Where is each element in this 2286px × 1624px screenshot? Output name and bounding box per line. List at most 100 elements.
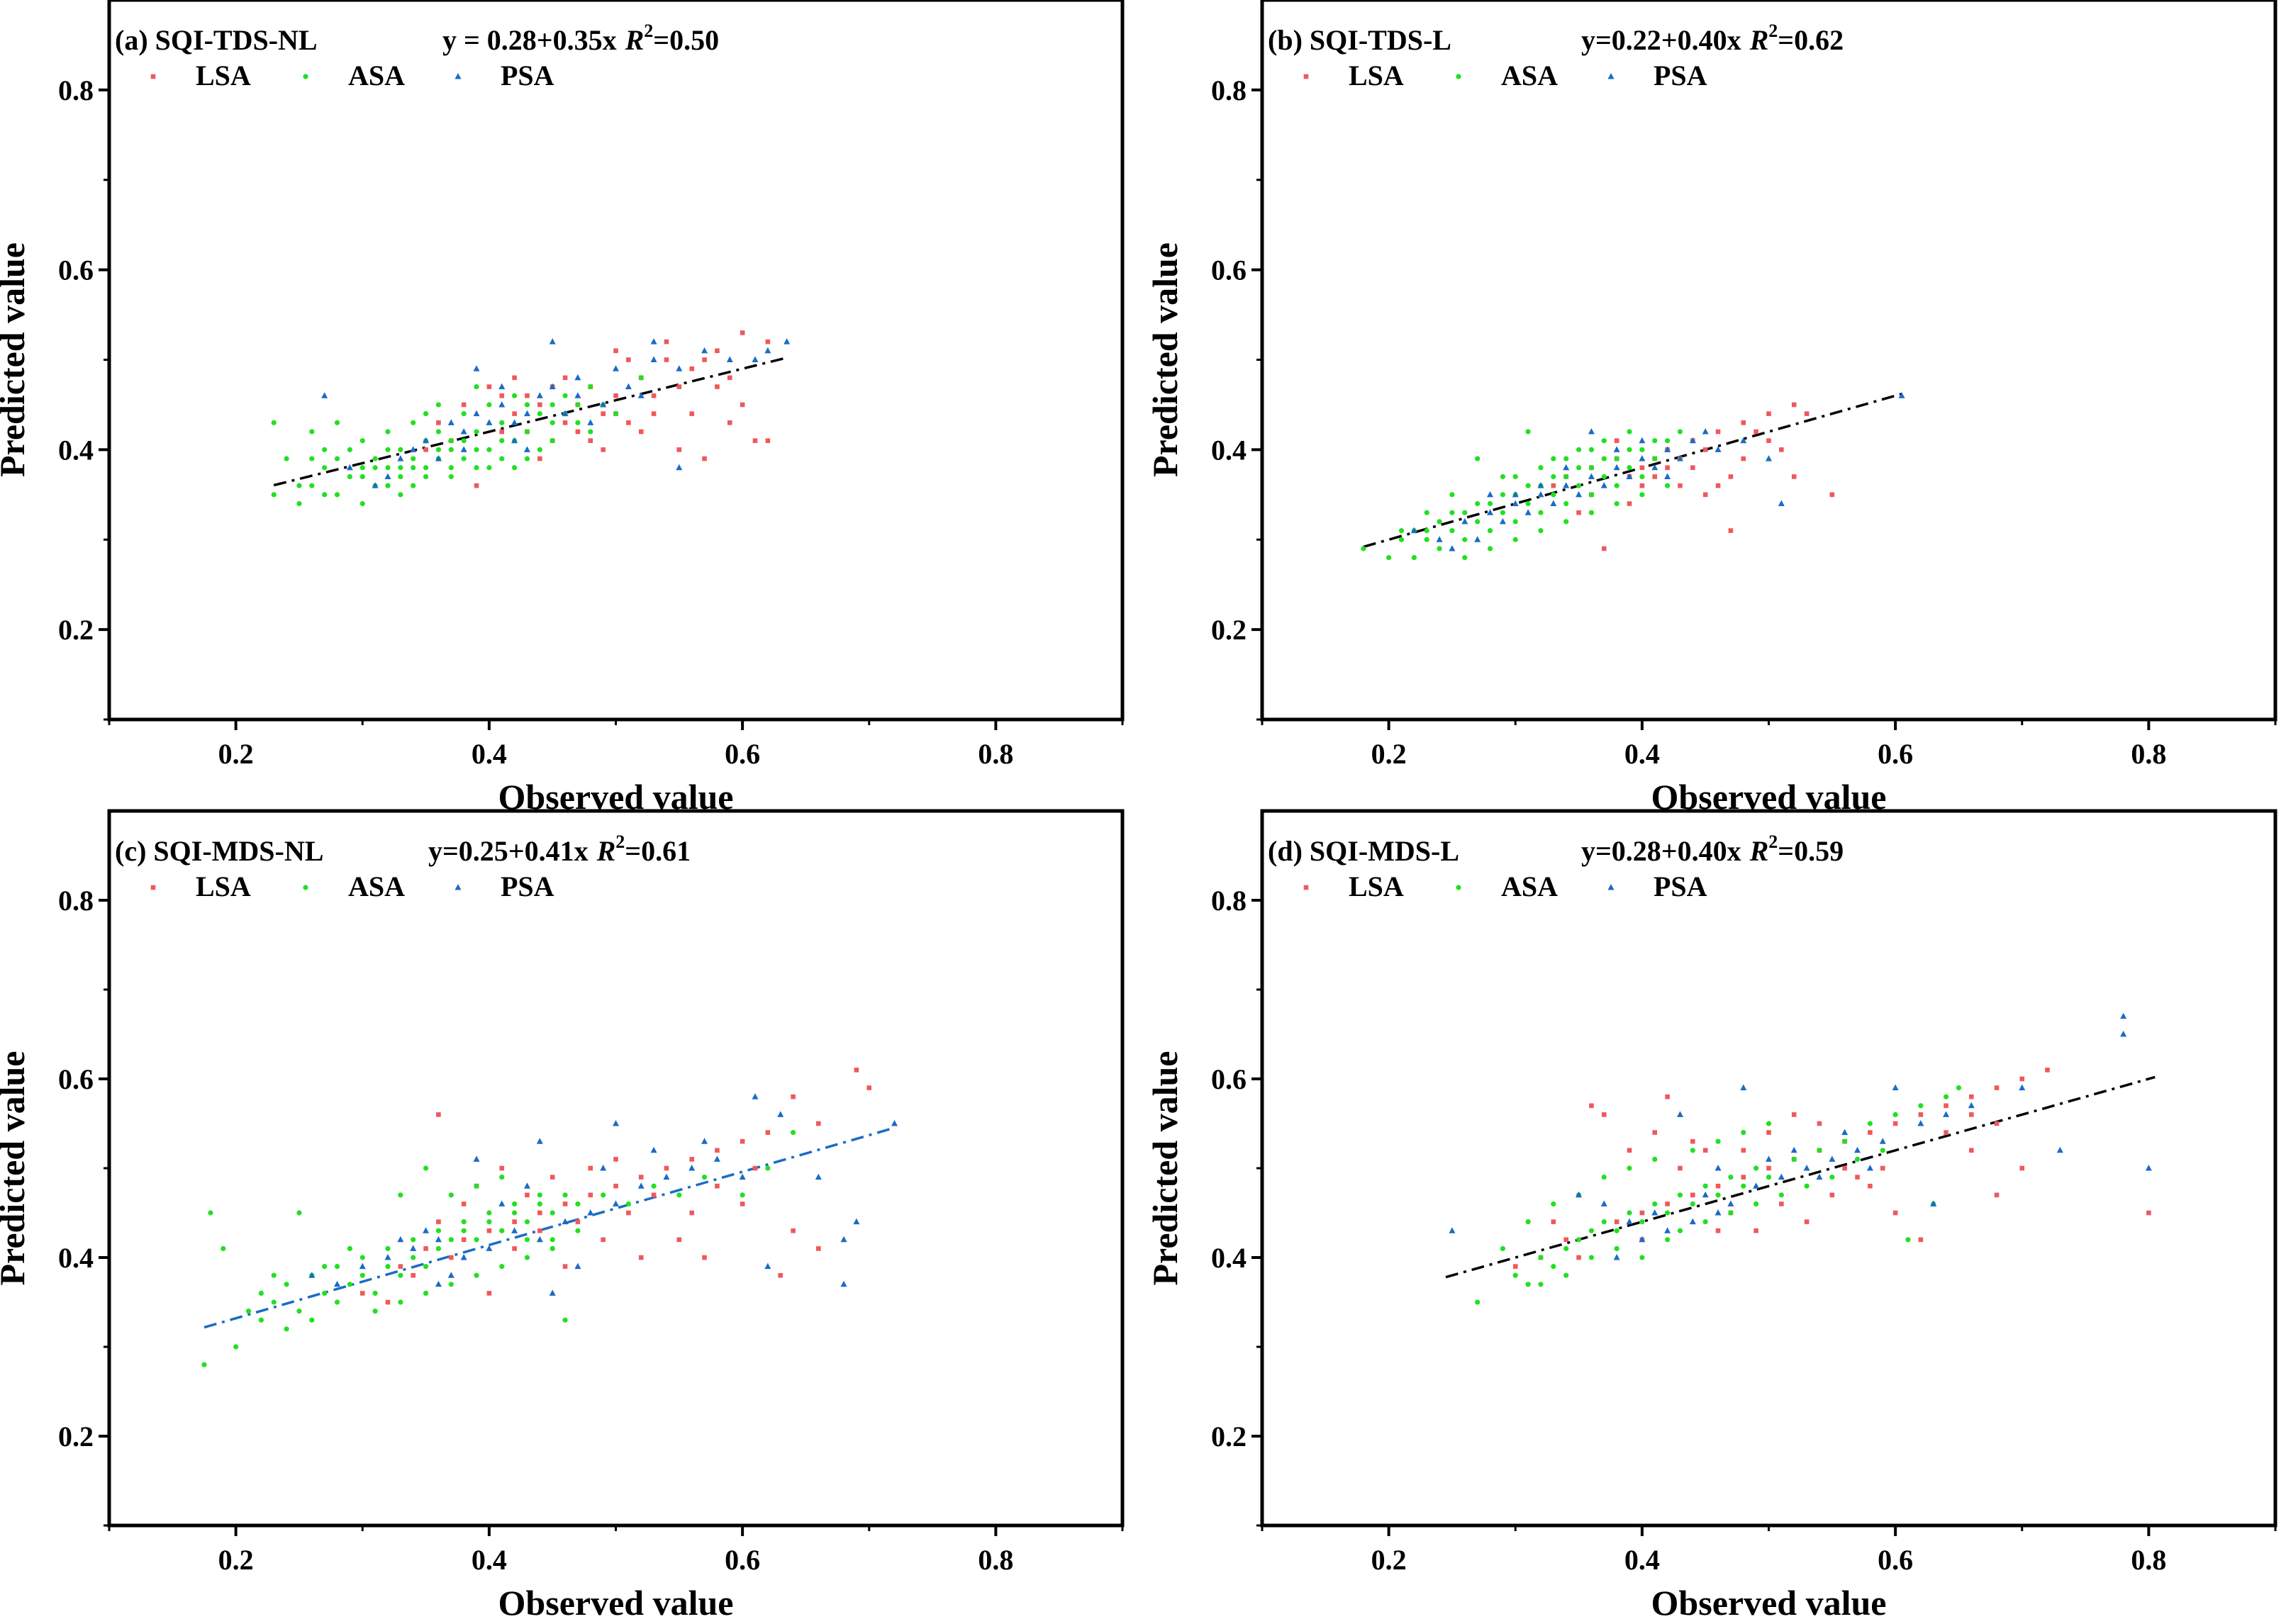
- point-psa: [815, 1173, 822, 1180]
- x-tick-label: 0.4: [1624, 1544, 1660, 1576]
- point-lsa: [689, 366, 694, 371]
- point-asa: [1677, 1192, 1683, 1198]
- point-asa: [411, 483, 416, 488]
- y-tick-label: 0.8: [58, 885, 94, 917]
- point-psa: [1613, 1254, 1620, 1260]
- point-asa: [385, 429, 391, 435]
- point-psa: [1613, 464, 1620, 471]
- point-lsa: [499, 393, 505, 398]
- point-lsa: [1551, 483, 1556, 488]
- point-lsa: [1728, 474, 1734, 479]
- point-psa: [1449, 544, 1456, 551]
- point-asa: [1639, 492, 1645, 498]
- panel-d: 0.2 0.4 0.6 0.8 0.2 0.4 0.6 0.8 Observed value Pr…: [1145, 809, 2277, 1623]
- point-asa: [1588, 492, 1595, 498]
- point-asa: [1715, 1138, 1721, 1144]
- point-asa: [537, 411, 542, 417]
- point-asa: [588, 383, 593, 390]
- point-lsa: [740, 1202, 745, 1206]
- point-asa: [398, 492, 403, 498]
- point-psa: [701, 1138, 708, 1144]
- point-lsa: [1702, 447, 1708, 452]
- point-asa: [448, 1192, 454, 1198]
- point-asa: [359, 1255, 365, 1260]
- point-asa: [1778, 1192, 1784, 1198]
- point-psa: [764, 347, 771, 354]
- point-asa: [284, 1326, 289, 1332]
- point-asa: [221, 1245, 226, 1251]
- point-lsa: [1678, 483, 1683, 488]
- point-lsa: [1918, 1237, 1924, 1243]
- point-lsa: [1614, 438, 1619, 443]
- point-lsa: [676, 447, 682, 452]
- point-lsa: [676, 384, 682, 389]
- point-asa: [411, 1237, 416, 1243]
- point-lsa: [499, 429, 505, 435]
- point-asa: [1475, 456, 1481, 461]
- point-asa: [359, 500, 365, 507]
- point-lsa: [702, 456, 707, 461]
- point-asa: [638, 375, 644, 381]
- point-psa: [359, 1262, 366, 1270]
- x-tick-label: 0.4: [472, 1544, 507, 1576]
- legend-marker-asa: [1456, 885, 1461, 890]
- point-asa: [1551, 474, 1556, 480]
- point-lsa: [727, 420, 732, 425]
- point-asa: [461, 456, 467, 461]
- point-lsa: [613, 1157, 618, 1162]
- point-psa: [1537, 482, 1544, 488]
- point-psa: [613, 1200, 619, 1206]
- point-lsa: [562, 375, 568, 381]
- point-asa: [284, 456, 289, 461]
- point-lsa: [1791, 402, 1797, 408]
- point-psa: [1512, 491, 1519, 498]
- point-lsa: [1728, 528, 1734, 533]
- point-psa: [562, 1218, 569, 1225]
- point-psa: [1714, 1209, 1722, 1216]
- point-asa: [398, 474, 403, 480]
- regression-line: [203, 1126, 895, 1329]
- point-asa: [1652, 456, 1658, 461]
- point-asa: [790, 1130, 796, 1136]
- point-lsa: [1639, 465, 1645, 471]
- point-lsa: [512, 1246, 517, 1251]
- point-asa: [1905, 1237, 1911, 1243]
- y-tick-label: 0.2: [1211, 614, 1247, 646]
- point-psa: [397, 455, 404, 461]
- regression-line: [1363, 393, 1902, 549]
- legend-marker-asa: [1456, 74, 1461, 79]
- point-asa: [1690, 1148, 1695, 1153]
- point-asa: [1424, 510, 1429, 515]
- point-asa: [1627, 447, 1632, 452]
- y-axis-title: Predicted value: [0, 242, 32, 477]
- point-asa: [372, 456, 378, 461]
- point-psa: [1474, 536, 1481, 542]
- point-psa: [1410, 527, 1417, 534]
- point-asa: [474, 465, 479, 471]
- point-psa: [2056, 1146, 2063, 1153]
- point-asa: [1588, 510, 1595, 515]
- point-lsa: [702, 1255, 707, 1260]
- point-psa: [1676, 455, 1683, 461]
- point-asa: [1500, 474, 1505, 480]
- point-asa: [411, 456, 416, 461]
- point-asa: [524, 1219, 530, 1225]
- point-asa: [1551, 1201, 1556, 1206]
- point-lsa: [1817, 1121, 1822, 1126]
- point-lsa: [436, 1112, 441, 1117]
- point-asa: [1741, 1130, 1746, 1136]
- series-psa: [1449, 1012, 2152, 1260]
- legend-marker-lsa: [1303, 885, 1309, 890]
- legend-marker-psa: [455, 884, 462, 890]
- point-psa: [1639, 455, 1646, 461]
- point-psa: [1930, 1200, 1937, 1206]
- point-psa: [511, 437, 518, 444]
- point-asa: [398, 1299, 403, 1305]
- point-asa: [1449, 527, 1455, 534]
- y-axis-title: Predicted value: [1145, 1051, 1185, 1286]
- point-lsa: [791, 1094, 796, 1099]
- point-lsa: [765, 438, 771, 443]
- point-asa: [499, 1264, 505, 1270]
- point-psa: [600, 1165, 607, 1171]
- point-lsa: [512, 411, 517, 416]
